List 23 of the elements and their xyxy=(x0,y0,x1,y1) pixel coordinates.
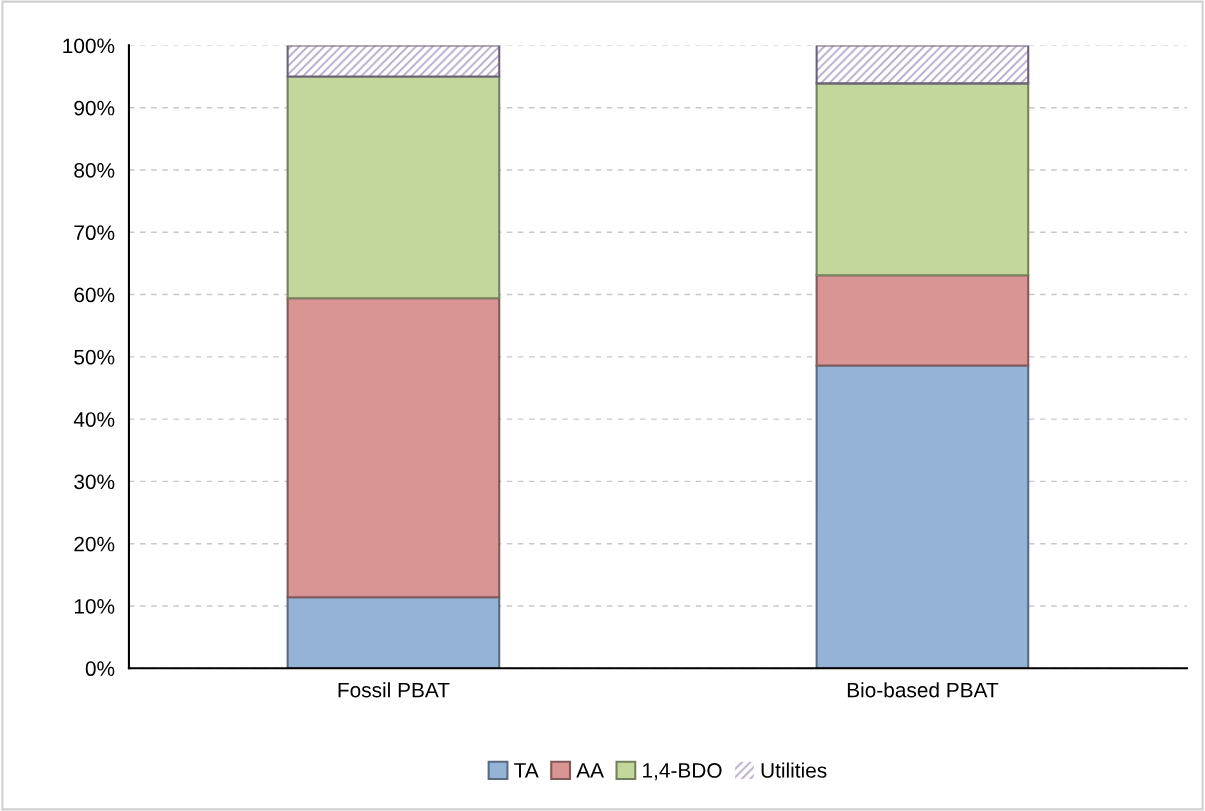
y-tick-label: 50% xyxy=(74,349,115,365)
bar xyxy=(286,297,501,599)
y-tick-label: 70% xyxy=(74,225,115,241)
y-tick-label: 40% xyxy=(73,412,115,427)
y-tick-label: 100% xyxy=(63,38,115,54)
y-tick-label: 60% xyxy=(74,287,115,303)
y-tick-label: 30% xyxy=(74,474,115,490)
x-tick-label: Bio-based PBAT xyxy=(847,682,999,698)
bar xyxy=(815,274,1030,367)
y-tick-label: 10% xyxy=(74,598,115,614)
bar xyxy=(815,82,1030,277)
bar xyxy=(286,75,501,300)
x-tick-label: Fossil PBAT xyxy=(338,682,450,698)
legend-label: AA xyxy=(576,763,604,778)
y-tick-label: 0% xyxy=(85,661,115,677)
y-tick-label: 90% xyxy=(74,100,115,116)
y-tick-label: 80% xyxy=(74,162,115,178)
bar xyxy=(815,364,1030,669)
legend-label: Utilities xyxy=(761,762,827,778)
y-tick-label: 20% xyxy=(74,536,115,552)
legend-label: 1,4-BDO xyxy=(643,763,722,781)
bar xyxy=(286,596,501,669)
legend-label: TA xyxy=(514,763,539,778)
